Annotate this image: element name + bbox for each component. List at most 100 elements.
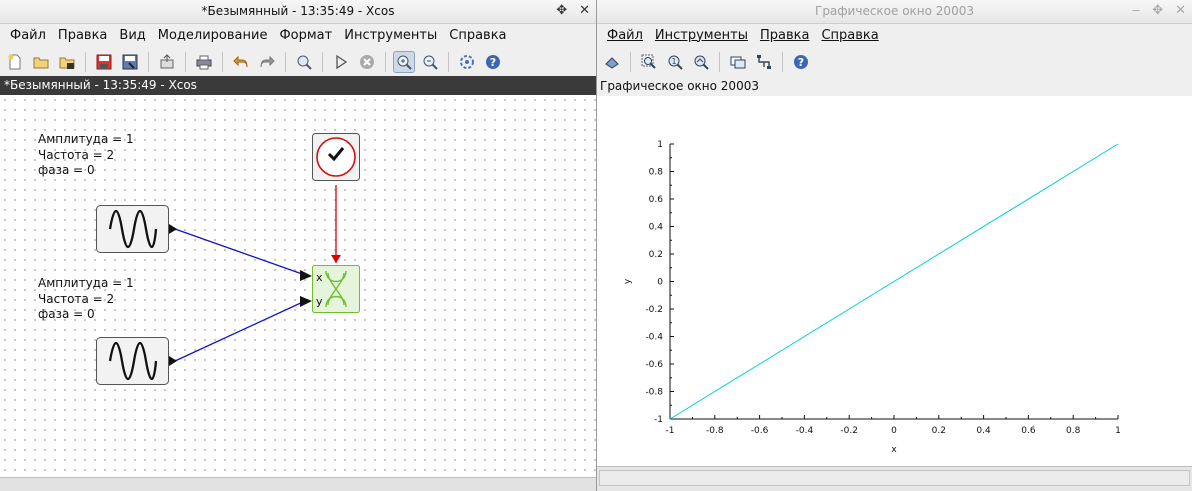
series-line-0 [669, 143, 1119, 420]
output-port-icon [169, 356, 177, 366]
svg-text:?: ? [798, 56, 804, 69]
data-link-1[interactable] [174, 228, 306, 276]
menu-tools[interactable]: Инструменты [344, 27, 438, 43]
y-tick-label: -0.6 [645, 360, 663, 370]
zoom-icon[interactable] [638, 51, 660, 73]
pin-icon[interactable]: ✥ [556, 3, 568, 18]
clock-block[interactable] [312, 133, 362, 183]
event-arrow-icon [331, 255, 341, 263]
y-tick-label: -0.8 [645, 388, 663, 398]
y-axis-label: y [623, 278, 633, 284]
gen1-params: Амплитуда = 1 Частота = 2 фаза = 0 [38, 132, 134, 179]
port-label-x: x [316, 271, 323, 284]
xy-scope-block[interactable]: x y [312, 265, 362, 315]
help-icon[interactable]: ? [790, 51, 812, 73]
redo-icon[interactable] [256, 51, 278, 73]
close-icon[interactable]: ✕ [579, 3, 590, 18]
graphic-statusbar [597, 466, 1192, 491]
output-port-icon [169, 224, 177, 234]
graphic-window-title: Графическое окно 20003 [815, 4, 974, 18]
new-icon[interactable] [4, 51, 26, 73]
menu-help[interactable]: Справка [449, 27, 507, 43]
datatip-icon[interactable] [727, 51, 749, 73]
save-icon[interactable] [93, 51, 115, 73]
gen2-params: Амплитуда = 1 Частота = 2 фаза = 0 [38, 276, 134, 323]
graphic-menubar: Файл Инструменты Правка Справка [597, 24, 1192, 46]
menu-tools[interactable]: Инструменты [654, 27, 748, 43]
plot-area[interactable]: -1 -0.8 -0.6 -0.4 -0.2 0 0.2 0.4 0.6 0.8 1 -1 -0.8 -0… [597, 96, 1192, 466]
sine-generator-block-2[interactable] [96, 337, 178, 387]
open-in-scilab-icon[interactable] [56, 51, 78, 73]
edit-axes-icon[interactable] [753, 51, 775, 73]
zoom-in-icon[interactable] [393, 51, 415, 73]
save-as-icon[interactable] [119, 51, 141, 73]
graphic-caption: Графическое окно 20003 [597, 76, 1192, 96]
gen2-frequency: Частота = 2 [38, 291, 115, 306]
y-tick-label: 0 [657, 278, 663, 288]
gen1-frequency: Частота = 2 [38, 147, 115, 162]
x-tick-label: -1 [666, 426, 675, 436]
undo-icon[interactable] [230, 51, 252, 73]
menu-simulation[interactable]: Моделирование [157, 27, 268, 43]
menu-edit[interactable]: Правка [57, 27, 108, 43]
x-tick-label: 1 [1115, 426, 1121, 436]
start-icon[interactable] [330, 51, 352, 73]
menu-file[interactable]: Файл [10, 27, 46, 43]
xcos-titlebar[interactable]: *Безымянный - 13:35:49 - Xcos ✥ ✕ [0, 0, 596, 24]
minimize-icon[interactable]: ‒ [1131, 3, 1141, 18]
y-tick-label: 0.8 [649, 168, 664, 178]
sine-wave-icon [108, 209, 158, 249]
graphic-window: Графическое окно 20003 ‒ ✥ ✕ Файл Инстру… [597, 0, 1192, 491]
links-layer [174, 185, 341, 362]
input-port-y[interactable] [300, 296, 312, 307]
y-tick-label: 0.6 [649, 195, 664, 205]
y-tick-label: 1 [657, 140, 663, 150]
port-label-y: y [316, 295, 323, 308]
menu-edit[interactable]: Правка [759, 27, 810, 43]
svg-text:1: 1 [671, 57, 676, 66]
print-icon[interactable] [193, 51, 215, 73]
menu-view[interactable]: Вид [119, 27, 146, 43]
horizontal-scrollbar[interactable] [0, 477, 596, 491]
xcos-demos-icon[interactable] [456, 51, 478, 73]
data-link-2[interactable] [174, 300, 306, 362]
x-tick-label: 0.6 [1021, 426, 1036, 436]
zoom-out-icon[interactable] [419, 51, 441, 73]
menu-format[interactable]: Формат [279, 27, 333, 43]
xcos-window-title: *Безымянный - 13:35:49 - Xcos [201, 4, 395, 18]
help-icon[interactable]: ? [482, 51, 504, 73]
y-tick-label: -0.2 [645, 305, 663, 315]
rotate-icon[interactable] [601, 51, 623, 73]
menu-help[interactable]: Справка [821, 27, 879, 43]
zoom-area-icon[interactable] [690, 51, 712, 73]
x-tick-label: 0.4 [976, 426, 991, 436]
xcos-window: *Безымянный - 13:35:49 - Xcos ✥ ✕ Файл П… [0, 0, 597, 491]
graphic-titlebar[interactable]: Графическое окно 20003 ‒ ✥ ✕ [597, 0, 1192, 24]
sine-generator-block-1[interactable] [96, 205, 178, 255]
x-tick-label: -0.6 [751, 426, 769, 436]
x-tick-label: -0.2 [840, 426, 858, 436]
close-icon[interactable]: ✕ [1175, 3, 1186, 18]
x-axis-label: x [891, 445, 897, 455]
graphic-toolbar: 1 ? [597, 48, 1192, 76]
open-icon[interactable] [30, 51, 52, 73]
gen2-phase: фаза = 0 [38, 307, 95, 321]
svg-text:?: ? [490, 56, 496, 69]
diagram-canvas[interactable]: Амплитуда = 1 Частота = 2 фаза = 0 Ампли… [0, 95, 596, 477]
gen2-amplitude: Амплитуда = 1 [38, 276, 134, 290]
stop-icon[interactable] [356, 51, 378, 73]
gen1-phase: фаза = 0 [38, 163, 95, 177]
xcos-toolbar: ? [0, 48, 596, 76]
menu-file[interactable]: Файл [607, 27, 643, 43]
x-tick-label: -0.8 [706, 426, 724, 436]
xy-plot[interactable]: -1 -0.8 -0.6 -0.4 -0.2 0 0.2 0.4 0.6 0.8 1 -1 -0.8 -0… [597, 96, 1192, 466]
y-tick-label: 0.4 [649, 223, 664, 233]
input-port-x[interactable] [300, 270, 312, 281]
export-icon[interactable] [156, 51, 178, 73]
x-tick-label: -0.4 [796, 426, 814, 436]
fit-diagram-icon[interactable] [293, 51, 315, 73]
document-tab[interactable]: *Безымянный - 13:35:49 - Xcos [0, 76, 596, 95]
pin-icon[interactable]: ✥ [1152, 3, 1164, 18]
unzoom-icon[interactable]: 1 [664, 51, 686, 73]
xcos-menubar: Файл Правка Вид Моделирование Формат Инс… [0, 24, 596, 46]
